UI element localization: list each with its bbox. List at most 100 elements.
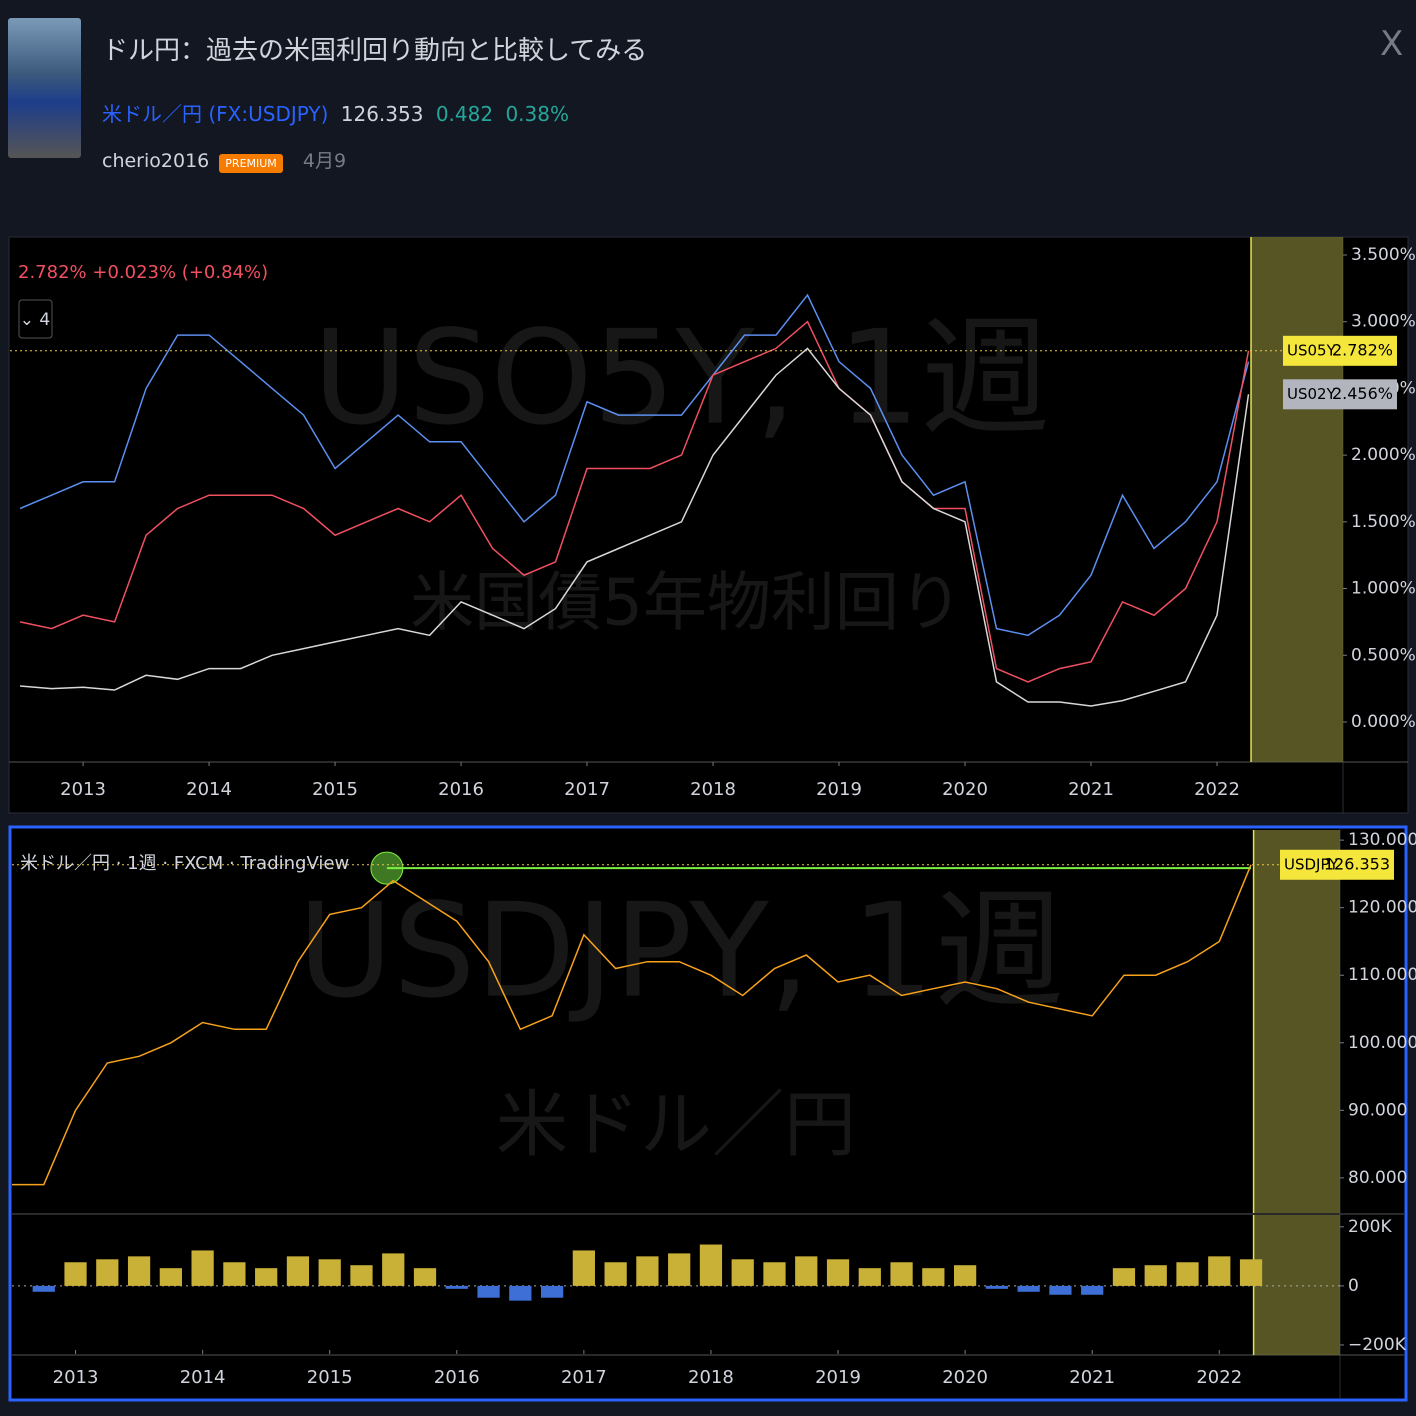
- bar: [32, 1285, 55, 1292]
- price-tag-value: 126.353: [1324, 854, 1390, 873]
- y-tick-label: 0: [1348, 1276, 1359, 1296]
- bar: [509, 1285, 532, 1301]
- series-line: [19, 293, 1250, 637]
- max-marker: [370, 851, 404, 885]
- bar: [445, 1285, 468, 1289]
- x-tick-label: 2015: [307, 1367, 353, 1388]
- bar: [572, 1250, 595, 1286]
- x-tick-label: 2022: [1194, 779, 1240, 800]
- author[interactable]: cherio2016: [102, 150, 210, 172]
- x-tick-label: 2018: [690, 779, 736, 800]
- x-tick-label: 2018: [688, 1367, 734, 1388]
- x-tick-label: 2014: [180, 1367, 226, 1388]
- bar: [255, 1268, 278, 1286]
- series-line: [20, 347, 1250, 707]
- x-tick-label: 2019: [816, 779, 862, 800]
- bar: [890, 1262, 913, 1286]
- bar: [1081, 1285, 1104, 1295]
- highlight-band: [1253, 1215, 1340, 1355]
- y-tick-label: 110.000: [1348, 965, 1416, 985]
- y-tick-label: 1.500%: [1351, 512, 1416, 532]
- y-tick-label: 0.500%: [1351, 645, 1416, 665]
- highlight-band: [1251, 237, 1343, 762]
- bar: [127, 1256, 151, 1286]
- bar: [382, 1253, 405, 1286]
- bar: [922, 1268, 945, 1286]
- price-tag: [1280, 849, 1394, 880]
- bar: [1176, 1262, 1199, 1286]
- bar: [985, 1285, 1008, 1289]
- bar: [1017, 1285, 1040, 1292]
- bar: [159, 1268, 182, 1286]
- bar: [286, 1256, 310, 1286]
- bar: [1208, 1256, 1231, 1286]
- legend: 2.782% +0.023% (+0.84%): [18, 262, 268, 283]
- bar: [1239, 1259, 1263, 1286]
- y-tick-label: 90.000: [1348, 1100, 1407, 1120]
- close-button[interactable]: X: [1380, 24, 1404, 64]
- y-tick-label: 120.000: [1348, 898, 1416, 918]
- price-tag: [1283, 335, 1397, 366]
- change-pct: 0.38%: [505, 102, 569, 126]
- price: 126.353: [340, 102, 424, 126]
- bar: [699, 1244, 723, 1286]
- bar: [540, 1285, 564, 1298]
- change: 0.482: [435, 102, 494, 126]
- x-tick-label: 2013: [60, 779, 106, 800]
- highlight-band: [1253, 830, 1340, 1213]
- bar: [64, 1262, 87, 1286]
- x-tick-label: 2020: [942, 1367, 988, 1388]
- price-tag-name: USDJPY: [1284, 855, 1339, 873]
- bar: [477, 1285, 500, 1298]
- title: ドル円：過去の米国利回り動向と比較してみる: [102, 36, 648, 66]
- bar: [96, 1259, 119, 1286]
- y-tick-label: 1.000%: [1351, 579, 1416, 599]
- series-line: [12, 864, 1252, 1186]
- legend: 米ドル／円 · 1週 · FXCM · TradingView: [20, 853, 349, 874]
- symbol[interactable]: 米ドル／円: [102, 102, 202, 126]
- price-tag-name: US02Y: [1287, 385, 1337, 403]
- x-tick-label: 2019: [815, 1367, 861, 1388]
- bar: [223, 1262, 246, 1286]
- bar: [604, 1262, 627, 1286]
- price-tag-value: 2.456%: [1332, 384, 1393, 403]
- bar: [731, 1259, 754, 1286]
- bar: [668, 1253, 691, 1286]
- interval-button-label: ⌄ 4: [20, 310, 50, 330]
- avatar: [8, 18, 81, 158]
- y-tick-label: 80.000: [1348, 1168, 1407, 1188]
- x-tick-label: 2022: [1196, 1367, 1242, 1388]
- panel: [8, 236, 1409, 814]
- x-tick-label: 2013: [53, 1367, 99, 1388]
- interval-button[interactable]: [18, 299, 53, 339]
- x-tick-label: 2015: [312, 779, 358, 800]
- bar: [191, 1250, 214, 1286]
- bar: [1112, 1268, 1136, 1286]
- x-tick-label: 2017: [561, 1367, 607, 1388]
- series-line: [19, 320, 1250, 683]
- price-tag: [1283, 379, 1397, 410]
- y-tick-label: 3.000%: [1351, 312, 1416, 332]
- y-tick-label: −200K: [1348, 1335, 1407, 1355]
- watermark: USDJPY, 1週: [298, 875, 1064, 1027]
- bar: [953, 1265, 977, 1286]
- bar: [763, 1262, 786, 1286]
- bar: [858, 1268, 881, 1286]
- bar: [350, 1265, 373, 1286]
- price-tag-name: US05Y: [1287, 341, 1337, 359]
- watermark-sub: 米ドル／円: [496, 1083, 856, 1167]
- bar: [413, 1268, 437, 1286]
- bar: [318, 1259, 341, 1286]
- bar: [636, 1256, 659, 1286]
- badge: PREMIUM: [219, 154, 283, 173]
- symbol-row: 米ドル／円 (FX:USDJPY) 126.353 0.482 0.38%: [102, 98, 569, 127]
- ticker[interactable]: (FX:USDJPY): [208, 102, 329, 126]
- bar: [826, 1259, 850, 1286]
- y-tick-label: 100.000: [1348, 1033, 1416, 1053]
- author-row: cherio2016 PREMIUM 4月9: [102, 146, 346, 173]
- bar: [1049, 1285, 1072, 1295]
- x-tick-label: 2014: [186, 779, 232, 800]
- date: 4月9: [302, 150, 347, 172]
- panel: [8, 825, 1408, 1402]
